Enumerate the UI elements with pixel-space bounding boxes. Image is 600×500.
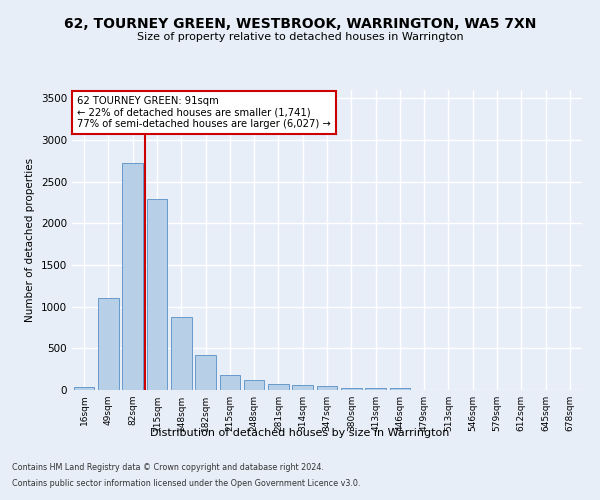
Bar	[317, 386, 337, 390]
Bar	[244, 380, 265, 390]
Bar	[146, 199, 167, 390]
Bar	[122, 162, 143, 390]
Bar	[171, 316, 191, 390]
Y-axis label: Number of detached properties: Number of detached properties	[25, 158, 35, 322]
Text: Size of property relative to detached houses in Warrington: Size of property relative to detached ho…	[137, 32, 463, 42]
Bar	[389, 388, 410, 390]
Text: Contains HM Land Registry data © Crown copyright and database right 2024.: Contains HM Land Registry data © Crown c…	[12, 464, 324, 472]
Bar	[195, 355, 216, 390]
Text: 62, TOURNEY GREEN, WESTBROOK, WARRINGTON, WA5 7XN: 62, TOURNEY GREEN, WESTBROOK, WARRINGTON…	[64, 18, 536, 32]
Bar	[268, 384, 289, 390]
Text: Distribution of detached houses by size in Warrington: Distribution of detached houses by size …	[151, 428, 449, 438]
Text: Contains public sector information licensed under the Open Government Licence v3: Contains public sector information licen…	[12, 478, 361, 488]
Bar	[220, 375, 240, 390]
Bar	[74, 386, 94, 390]
Text: 62 TOURNEY GREEN: 91sqm
← 22% of detached houses are smaller (1,741)
77% of semi: 62 TOURNEY GREEN: 91sqm ← 22% of detache…	[77, 96, 331, 129]
Bar	[341, 388, 362, 390]
Bar	[365, 388, 386, 390]
Bar	[292, 386, 313, 390]
Bar	[98, 298, 119, 390]
